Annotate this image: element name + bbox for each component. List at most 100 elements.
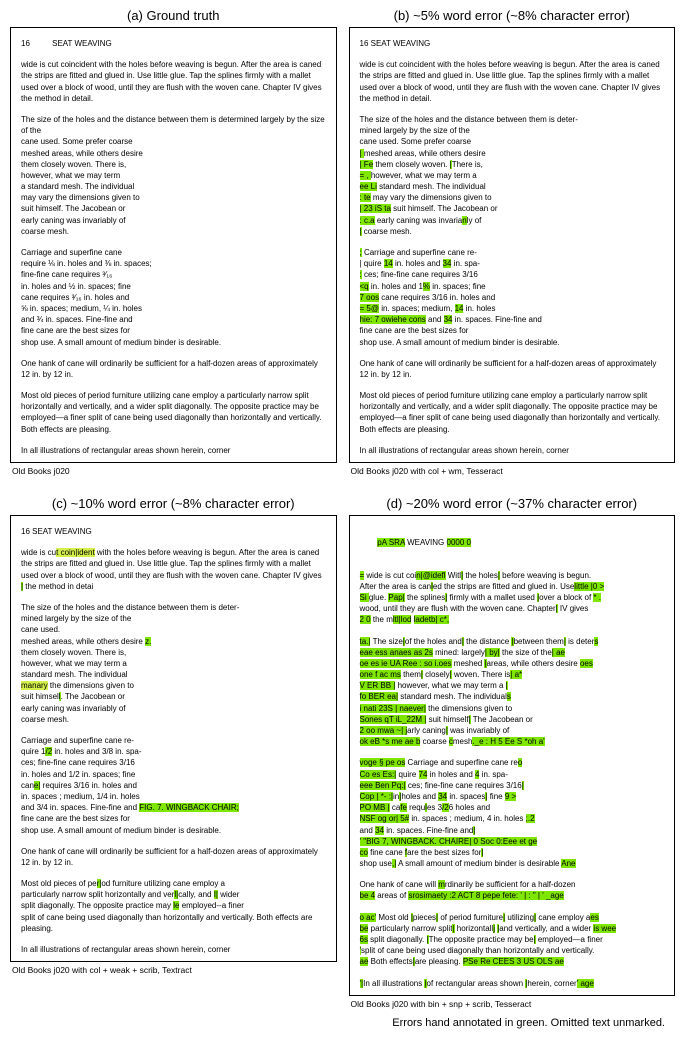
text: in. holes and 3/8 in. spa- (52, 747, 141, 756)
text: in. holes and (393, 259, 443, 268)
panel-a-para6: In all illustrations of rectangular area… (21, 445, 328, 456)
err: /2 (442, 803, 449, 812)
text: is deter (566, 637, 594, 646)
text: meshed (452, 659, 485, 668)
text: mined: largely (433, 648, 485, 657)
text: standard mesh. The individual (398, 692, 507, 701)
err: i nati 23S | naever| (360, 704, 426, 713)
text: wide is cu (21, 548, 56, 557)
err: voge § pe os (360, 758, 406, 767)
panel-a-title: (a) Ground truth (10, 8, 337, 23)
text: Most old pieces of pe (21, 879, 97, 888)
err: 34 (375, 826, 384, 835)
text: The opposite practice may be (429, 935, 534, 944)
panel-b-para4: One hank of cane will ordinarily be suff… (360, 358, 667, 380)
err: manary (21, 681, 48, 690)
panel-a-para2: The size of the holes and the distance b… (21, 114, 328, 237)
err: es (590, 913, 598, 922)
text: in holes and (427, 770, 475, 779)
text: fine-fine cane requires ³⁄₁₆ (21, 270, 112, 279)
text: wood, until they are flush with the wove… (360, 604, 556, 613)
text: between them (514, 637, 564, 646)
text: the splines (405, 593, 445, 602)
err: 2 0 (360, 615, 371, 624)
err: : c.a (360, 216, 375, 225)
text: meshed areas, while others desire (21, 149, 143, 158)
err: PSe Re CEES 3 US OLS ae (463, 957, 564, 966)
text: may vary the dimensions given to (371, 193, 492, 202)
text: however, what we may term (21, 171, 120, 180)
text: require ⅛ in. holes and ⅜ in. spaces; (21, 259, 152, 268)
text: | quire (360, 259, 384, 268)
text: shop use (360, 859, 392, 868)
text: glue. (369, 593, 389, 602)
panel-c-para2: The size of the holes and the distance b… (21, 602, 328, 725)
text: may vary the dimensions given to (21, 193, 140, 202)
text: The Jacobean or (471, 715, 533, 724)
text: firmly with a mallet used (447, 593, 537, 602)
text: After the area is can (360, 582, 432, 591)
err: fe (400, 803, 407, 812)
err: m (438, 880, 445, 889)
err: 0000 0 (447, 538, 471, 547)
panel-b-para3: ; Carriage and superfine cane re- | quir… (360, 247, 667, 348)
panel-c-caption: Old Books j020 with col + weak + scrib, … (10, 965, 337, 975)
text: and (360, 826, 376, 835)
text: early caning was invariably of (21, 216, 126, 225)
err: z. (145, 637, 151, 646)
err: hie: 7 owiehe cons (360, 315, 426, 324)
err: co (360, 848, 368, 857)
text: ces; fine-fine cane requires 3/16 (362, 270, 478, 279)
err: fo BER ea| (360, 692, 399, 701)
panel-d-page: pA SRA WEAVING 0000 0 = wide is cut coin… (349, 515, 676, 996)
panel-b-title: (b) ~5% word error (~8% character error) (349, 8, 676, 23)
panel-d-title: (d) ~20% word error (~37% character erro… (349, 496, 676, 511)
panel-c-para4: One hank of cane will ordinarily be suff… (21, 846, 328, 868)
err: one f ac ms (360, 670, 401, 679)
panel-a-header: 16 SEAT WEAVING (21, 38, 328, 49)
text: particularly narrow split horizontally a… (21, 890, 174, 899)
text: shop use. A small amount of medium binde… (360, 338, 560, 347)
text: areas, while others desire (487, 659, 580, 668)
text: WEAVING (405, 538, 447, 547)
panel-a-para3: Carriage and superfine cane require ⅛ in… (21, 247, 328, 348)
err: ;.2 (526, 814, 535, 823)
text: and 3/4 in. spaces. Fine-fine and (21, 803, 139, 812)
err: 6s (360, 935, 368, 944)
text: In all illustrations (363, 979, 424, 988)
err: | Fe (360, 160, 374, 169)
text: A small amount of medium binder is desir… (396, 859, 561, 868)
err: little |0 > (574, 582, 604, 591)
err: 7 oos (360, 293, 380, 302)
text: es 3 (427, 803, 442, 812)
text: in. spaces; medium, (379, 304, 455, 313)
text: and vertically, and a wider (499, 924, 593, 933)
text: in. spaces ; medium, 4 in. holes (409, 814, 526, 823)
text: herein, corner (527, 979, 576, 988)
text: in. holes and 1 (369, 282, 423, 291)
err: * . (593, 593, 601, 602)
panel-d-para6: '|In all illustrations |of rectangular a… (360, 978, 667, 989)
text: however, what we may term a (371, 171, 477, 180)
err: = 5@ (360, 304, 379, 313)
text: split diagonally. The opposite practice … (21, 901, 173, 910)
text: in. holes (463, 304, 495, 313)
panel-a: (a) Ground truth 16 SEAT WEAVING wide is… (10, 8, 337, 476)
text: the m (371, 615, 393, 624)
footer-note: Errors hand annotated in green. Omitted … (10, 1017, 675, 1029)
panel-d-caption: Old Books j020 with bin + snp + scrib, T… (349, 999, 676, 1009)
text: early caning was invaria (375, 216, 463, 225)
text: them closely woven. (373, 160, 449, 169)
text: cane employ a (536, 913, 590, 922)
text: before weaving is begun. (500, 571, 591, 580)
text: 6 holes and (449, 803, 490, 812)
panel-a-para1: wide is cut coincident with the holes be… (21, 59, 328, 104)
err: be 4 (360, 891, 376, 900)
text: fine cane are the best sizes for (21, 326, 130, 335)
text: ⅝ in. spaces; medium, ¼ in. holes (21, 304, 142, 313)
text: in. spaces (447, 792, 485, 801)
panel-c-para6: In all illustrations of rectangular area… (21, 944, 328, 955)
text: Carriage and superfine cane (21, 248, 122, 257)
err: | (473, 826, 475, 835)
err: NSF og or| 5# (360, 814, 410, 823)
